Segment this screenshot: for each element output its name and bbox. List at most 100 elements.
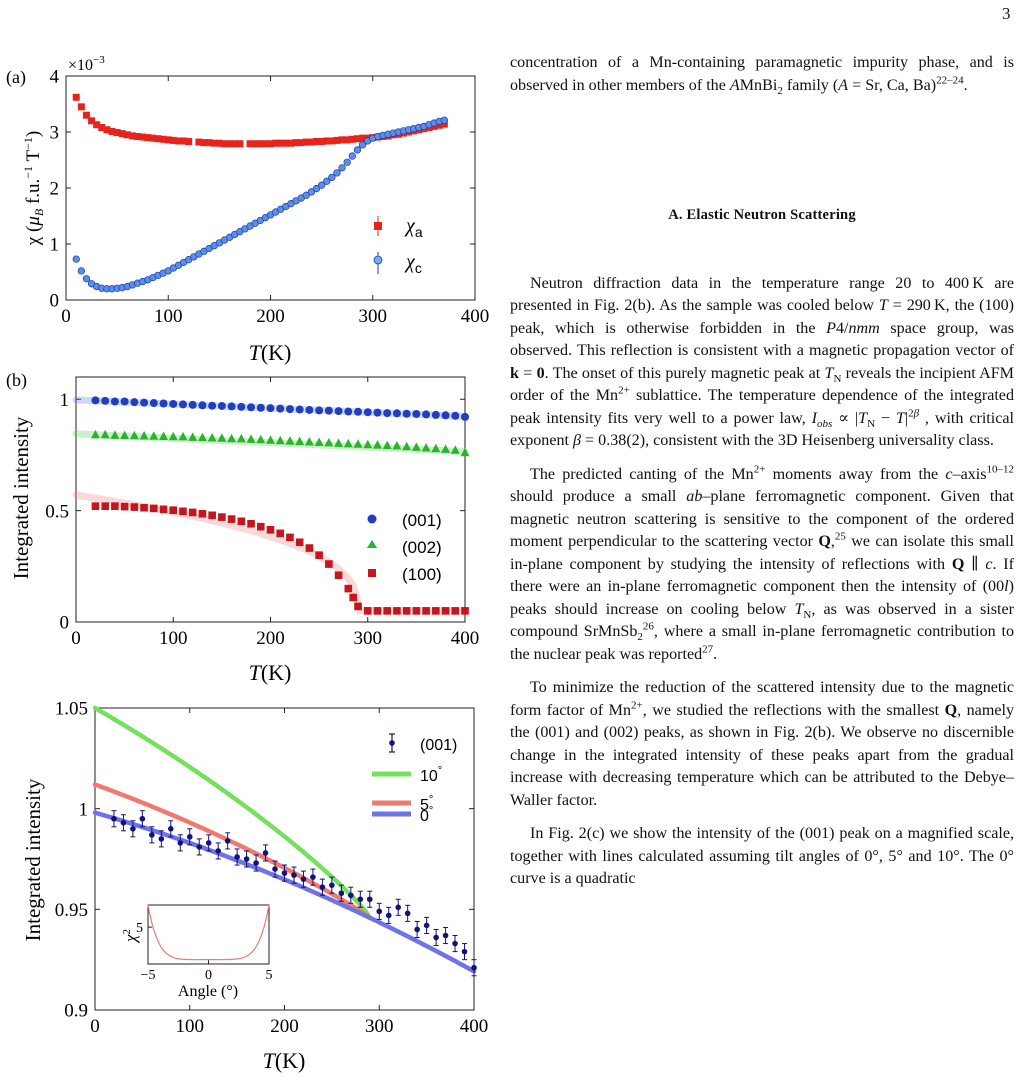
panel-a-ytick-label: 1	[50, 235, 60, 256]
b-100-point	[461, 607, 469, 615]
b-100-point	[422, 607, 430, 615]
b-002-point	[304, 437, 314, 446]
c-001-point	[414, 926, 420, 933]
b-002-point	[441, 444, 451, 453]
b-001-point	[120, 397, 129, 406]
c-001-point	[442, 932, 449, 939]
c-001-point	[253, 860, 259, 866]
chi-a-point	[164, 136, 172, 144]
chi-c-point	[77, 267, 85, 275]
c-001-point	[139, 815, 146, 822]
b-001-point	[354, 407, 363, 416]
b-002-point	[363, 439, 373, 449]
b-001-point	[441, 411, 450, 420]
intro-paragraph: concentration of a Mn-containing paramag…	[510, 54, 1014, 97]
b-002-point	[431, 443, 441, 453]
b-100-point	[286, 533, 294, 542]
panel-a-ytick-label: 3	[50, 123, 60, 144]
b-002-point	[110, 430, 120, 439]
b-002-point	[460, 447, 470, 457]
panel-c-xtick-label: 300	[365, 1016, 394, 1037]
b-002-point	[314, 437, 324, 446]
chi-a-point	[215, 139, 223, 147]
chi-a-point	[267, 140, 274, 148]
b-100-point	[432, 607, 440, 615]
chi-a-point	[180, 137, 188, 145]
inset-xlabel: Angle (°)	[178, 983, 238, 1000]
chi-c-point	[338, 164, 346, 172]
c-001-point	[357, 896, 364, 903]
chi-a-point	[144, 134, 152, 142]
c-001-point	[158, 836, 165, 842]
b-002-point	[100, 429, 110, 439]
chi-a-point	[93, 121, 101, 129]
panel-a-ytick-label: 0	[50, 291, 60, 312]
c-001-point	[348, 892, 354, 899]
panel-b-ylabel: Integrated intensity	[9, 416, 33, 579]
panel-a-ylabel: χ (μB f.u.−1 T−1)	[21, 131, 46, 246]
chi-a-point	[220, 140, 228, 148]
b-001-point	[237, 402, 246, 411]
panel-b-ytick-label: 0	[60, 613, 70, 634]
chi-a-point	[277, 139, 285, 147]
legend-001-label: (001)	[402, 511, 442, 530]
chi-a-point	[435, 121, 443, 129]
b-100-point	[256, 522, 265, 531]
b-002-point	[197, 432, 207, 442]
c-001-point	[404, 910, 411, 917]
b-001-point	[392, 409, 401, 418]
b-100-point	[349, 593, 357, 602]
chi-a-point	[313, 138, 321, 146]
panel-b-xlabel: T(K)	[249, 660, 292, 685]
c-001-point	[461, 948, 468, 955]
chi-a-point	[297, 139, 305, 147]
chi-a-point	[113, 129, 121, 137]
chi-a-point	[338, 136, 346, 144]
chi-a-point	[359, 134, 367, 142]
b-100-point	[383, 607, 391, 615]
panel-a-ytick-label: 2	[50, 179, 60, 200]
b-100-point	[412, 607, 421, 615]
b-100-point	[101, 502, 109, 510]
b-002-point	[139, 431, 149, 440]
legend-002-label: (002)	[402, 538, 442, 557]
b-002-point	[246, 434, 256, 443]
b-002-point	[421, 443, 431, 452]
inset-xtick-label: 5	[266, 968, 273, 983]
b-002-point	[334, 438, 344, 447]
panel-c-ytick-label: 1.05	[55, 699, 88, 720]
panel-c-xlabel: T(K)	[263, 1048, 306, 1073]
c-001-point	[281, 870, 288, 876]
panel-b-label: (b)	[6, 370, 27, 391]
b-002-point	[295, 436, 305, 446]
chi-a-point	[195, 138, 203, 146]
b-001-point	[422, 410, 431, 419]
chi-c-point	[358, 141, 367, 149]
chi-a-point	[348, 135, 356, 143]
b-001-point	[198, 401, 207, 410]
c-001-point	[300, 876, 307, 882]
panel-a-legend: χa χc	[373, 215, 423, 276]
chi-a-point	[118, 130, 126, 138]
section-heading: A. Elastic Neutron Scattering	[668, 207, 856, 223]
b-002-point	[382, 440, 392, 450]
panel-b-xtick-label: 300	[354, 628, 383, 649]
chi-a-point	[128, 132, 136, 140]
c-001-point	[262, 850, 269, 856]
b-100-point	[373, 607, 382, 615]
chi-c-point	[333, 169, 341, 177]
chi-a-point	[282, 139, 290, 147]
b-002-point	[402, 441, 412, 451]
panel-c-legend: (001) 10° 5° 0°	[372, 733, 457, 825]
panel-c-xtick-label: 200	[270, 1016, 299, 1037]
b-100-point	[188, 508, 197, 517]
chi-a-point	[292, 139, 300, 147]
inset-xtick-label: −5	[141, 968, 156, 983]
b-002-point	[188, 432, 198, 441]
b-002-point	[256, 434, 266, 444]
b-001-point	[276, 404, 285, 413]
b-001-point	[217, 401, 226, 410]
c-001-point	[366, 896, 373, 903]
b-001-point	[149, 399, 158, 408]
